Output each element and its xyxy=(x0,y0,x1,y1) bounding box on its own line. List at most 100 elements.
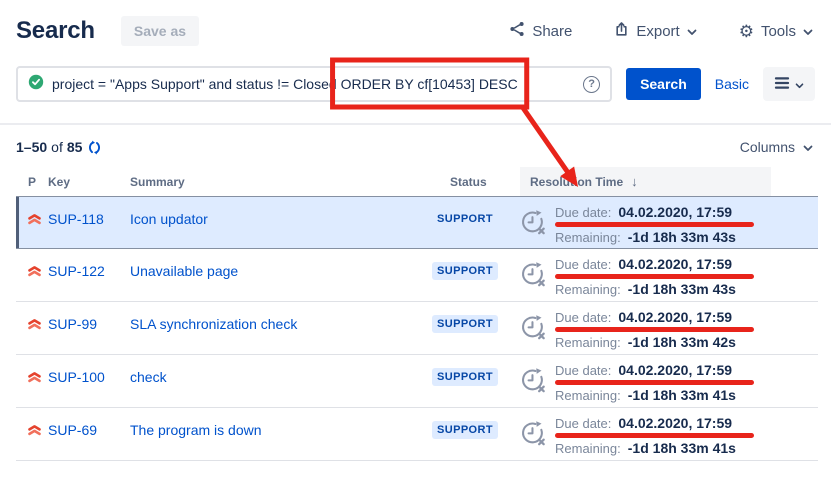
pagination-range: 1–50 xyxy=(16,139,48,155)
jql-where-clause: project = "Apps Support" and status != C… xyxy=(52,76,341,92)
sla-breached-clock-icon xyxy=(520,209,546,248)
valid-query-icon xyxy=(28,74,44,95)
hamburger-icon xyxy=(774,76,790,93)
issue-summary-link[interactable]: Unavailable page xyxy=(130,263,239,279)
export-icon xyxy=(614,21,629,41)
columns-label: Columns xyxy=(739,139,795,155)
column-header-key[interactable]: Key xyxy=(48,174,71,189)
column-header-summary[interactable]: Summary xyxy=(130,174,185,189)
remaining-value: -1d 18h 33m 41s xyxy=(627,440,736,456)
issue-row[interactable]: SUP-122 Unavailable page SUPPORT Due dat… xyxy=(16,249,818,302)
help-icon[interactable]: ? xyxy=(583,75,601,93)
due-date-label: Due date: xyxy=(555,416,612,431)
due-date-label: Due date: xyxy=(555,257,612,272)
chevron-down-icon xyxy=(795,77,804,92)
priority-highest-icon xyxy=(26,213,43,230)
resolution-time-label: Resolution Time xyxy=(530,174,624,189)
priority-highest-icon xyxy=(26,424,43,441)
remaining-label: Remaining: xyxy=(555,388,621,403)
share-icon xyxy=(509,21,525,41)
due-date-red-underline xyxy=(555,433,754,438)
issue-key-link[interactable]: SUP-99 xyxy=(48,316,98,332)
issue-summary-link[interactable]: The program is down xyxy=(130,422,262,438)
due-date-value: 04.02.2020, 17:59 xyxy=(618,415,733,431)
remaining-label: Remaining: xyxy=(555,230,621,245)
chevron-down-icon xyxy=(803,23,813,40)
columns-button[interactable]: Columns xyxy=(740,139,815,155)
issue-row[interactable]: SUP-118 Icon updator SUPPORT Due date: 04… xyxy=(16,196,818,249)
gear-icon: ⚙ xyxy=(738,21,754,41)
status-badge: SUPPORT xyxy=(432,210,498,228)
status-badge: SUPPORT xyxy=(432,315,498,333)
export-label: Export xyxy=(636,22,680,40)
status-badge: SUPPORT xyxy=(432,262,498,280)
refresh-icon[interactable] xyxy=(87,140,102,155)
search-bar: project = "Apps Support" and status != C… xyxy=(16,66,815,102)
save-as-button[interactable]: Save as xyxy=(120,16,200,46)
jql-input[interactable]: project = "Apps Support" and status != C… xyxy=(16,66,613,102)
chevron-down-icon xyxy=(803,139,813,155)
tools-button[interactable]: ⚙ Tools xyxy=(739,23,813,40)
results-bar: 1–50 of 85 Columns xyxy=(16,139,815,155)
tools-label: Tools xyxy=(760,22,796,40)
sla-breached-clock-icon xyxy=(520,314,546,354)
due-date-red-underline xyxy=(555,380,754,385)
list-view-menu-button[interactable] xyxy=(763,67,815,101)
issue-summary-link[interactable]: SLA synchronization check xyxy=(130,316,298,332)
issue-row[interactable]: SUP-100 check SUPPORT Due date: 04.02.202… xyxy=(16,355,818,408)
sort-desc-icon: ↓ xyxy=(631,174,638,189)
remaining-value: -1d 18h 33m 43s xyxy=(627,281,736,297)
table-body: SUP-118 Icon updator SUPPORT Due date: 04… xyxy=(16,196,818,461)
priority-highest-icon xyxy=(26,371,43,388)
issue-navigator: Search Save as Share Export ⚙ Tools proj… xyxy=(0,0,831,461)
sla-breached-clock-icon xyxy=(520,420,546,460)
due-date-label: Due date: xyxy=(555,363,612,378)
due-date-value: 04.02.2020, 17:59 xyxy=(618,309,733,325)
issue-summary-link[interactable]: check xyxy=(130,369,167,385)
due-date-red-underline xyxy=(555,327,754,332)
search-button[interactable]: Search xyxy=(626,68,701,100)
due-date-red-underline xyxy=(555,274,754,279)
page-header: Search Save as Share Export ⚙ Tools xyxy=(0,0,831,46)
basic-mode-link[interactable]: Basic xyxy=(714,76,749,92)
due-date-label: Due date: xyxy=(555,205,612,220)
share-label: Share xyxy=(532,22,573,40)
column-header-status[interactable]: Status xyxy=(450,174,487,189)
issue-key-link[interactable]: SUP-69 xyxy=(48,422,98,438)
priority-highest-icon xyxy=(26,318,43,335)
section-divider xyxy=(0,123,831,125)
chevron-down-icon xyxy=(687,23,697,40)
column-header-resolution-time[interactable]: Resolution Time ↓ xyxy=(520,167,771,196)
due-date-label: Due date: xyxy=(555,310,612,325)
issue-row[interactable]: SUP-99 SLA synchronization check SUPPORT… xyxy=(16,302,818,355)
due-date-value: 04.02.2020, 17:59 xyxy=(618,256,733,272)
remaining-label: Remaining: xyxy=(555,441,621,456)
due-date-value: 04.02.2020, 17:59 xyxy=(618,204,733,220)
export-button[interactable]: Export xyxy=(614,21,697,41)
priority-highest-icon xyxy=(26,265,43,282)
remaining-label: Remaining: xyxy=(555,335,621,350)
remaining-value: -1d 18h 33m 42s xyxy=(627,334,736,350)
sla-breached-clock-icon xyxy=(520,367,546,407)
issue-summary-link[interactable]: Icon updator xyxy=(130,211,208,227)
jql-orderby-clause: ORDER BY cf[10453] DESC xyxy=(340,76,518,92)
due-date-red-underline xyxy=(555,222,754,227)
page-title: Search xyxy=(16,17,95,44)
column-header-spacer xyxy=(771,167,818,196)
table-header-row: P Key Summary Status Resolution Time ↓ xyxy=(16,167,818,196)
issue-key-link[interactable]: SUP-118 xyxy=(48,211,104,227)
share-button[interactable]: Share xyxy=(509,21,572,41)
due-date-value: 04.02.2020, 17:59 xyxy=(618,362,733,378)
status-badge: SUPPORT xyxy=(432,421,498,439)
status-badge: SUPPORT xyxy=(432,368,498,386)
remaining-label: Remaining: xyxy=(555,282,621,297)
remaining-value: -1d 18h 33m 43s xyxy=(627,229,736,245)
pagination-total: 85 xyxy=(66,139,83,155)
issue-key-link[interactable]: SUP-100 xyxy=(48,369,105,385)
issue-table: P Key Summary Status Resolution Time ↓ S… xyxy=(16,167,818,461)
pagination: 1–50 of 85 xyxy=(16,139,102,155)
column-header-priority[interactable]: P xyxy=(28,174,37,189)
issue-row[interactable]: SUP-69 The program is down SUPPORT Due d… xyxy=(16,408,818,461)
issue-key-link[interactable]: SUP-122 xyxy=(48,263,105,279)
jql-query-text: project = "Apps Support" and status != C… xyxy=(52,76,518,92)
